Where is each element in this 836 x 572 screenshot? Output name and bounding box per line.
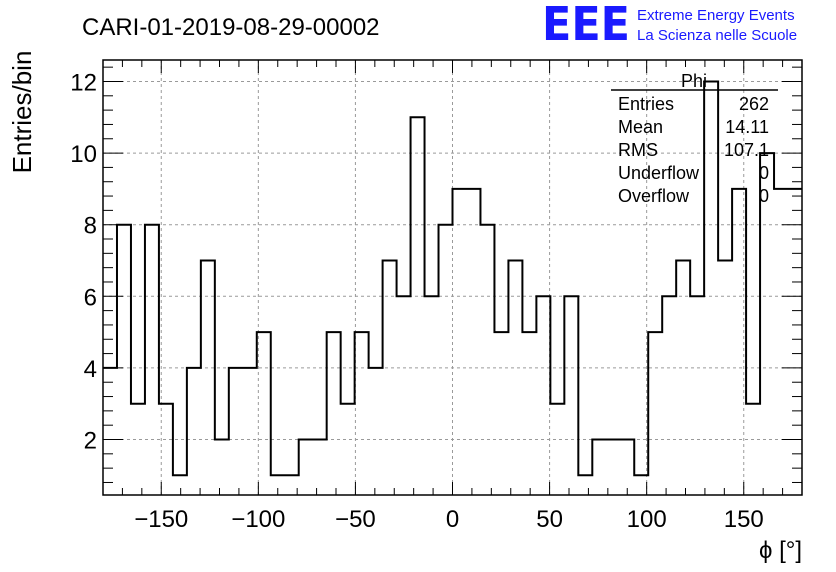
histogram-bin — [341, 404, 355, 495]
histogram-bin — [453, 189, 467, 495]
x-tick-label: 100 — [627, 506, 667, 533]
stats-label: Underflow — [618, 163, 700, 183]
stats-value: 0 — [759, 186, 769, 206]
y-axis-label: Entries/bin — [7, 51, 37, 174]
histogram-bin — [732, 189, 746, 495]
stats-label: RMS — [618, 140, 658, 160]
histogram-bin — [369, 368, 383, 495]
tick-marks — [102, 60, 803, 495]
histogram-bin — [690, 296, 704, 495]
tick-labels: −150 −100 −50 0 50 100 150 2 4 6 8 10 12 — [70, 69, 763, 533]
histogram-series — [103, 80, 802, 495]
histogram-bin — [103, 368, 117, 495]
stats-label: Overflow — [618, 186, 690, 206]
histogram-bin — [578, 475, 592, 495]
y-tick-label: 2 — [84, 428, 97, 455]
eee-logo: EEE Extreme Energy Events La Scienza nel… — [542, 0, 797, 51]
histogram-bin — [299, 440, 313, 495]
stats-title: Phi — [681, 71, 707, 91]
stats-value: 0 — [759, 163, 769, 183]
y-tick-label: 4 — [84, 356, 97, 383]
histogram-bin — [508, 260, 522, 495]
chart-title: CARI-01-2019-08-29-00002 — [82, 14, 380, 41]
x-tick-label: 50 — [536, 506, 563, 533]
grid-lines — [103, 60, 802, 495]
histogram-bin — [662, 296, 676, 495]
histogram-bin — [620, 440, 634, 495]
histogram-bin — [243, 368, 257, 495]
stats-label: Entries — [618, 94, 674, 114]
histogram-bin — [606, 440, 620, 495]
histogram-outline — [103, 80, 802, 477]
histogram-bin — [494, 332, 508, 495]
stats-box: Phi Entries 262 Mean 14.11 RMS 107.1 Underflow… — [611, 71, 778, 206]
histogram-bin — [480, 225, 494, 495]
y-tick-label: 8 — [84, 213, 97, 240]
x-tick-label: 0 — [446, 506, 459, 533]
stats-value: 262 — [739, 94, 769, 114]
histogram-bin — [173, 475, 187, 495]
histogram-bin — [704, 81, 718, 495]
histogram-bin — [425, 296, 439, 495]
logo-line-1: Extreme Energy Events — [637, 7, 795, 24]
histogram-bin — [536, 296, 550, 495]
logo-mark: EEE — [542, 0, 630, 51]
histogram-bin — [131, 404, 145, 495]
histogram-bin — [327, 332, 341, 495]
histogram-bin — [355, 332, 369, 495]
x-tick-label: −100 — [231, 506, 285, 533]
histogram-bin — [564, 296, 578, 495]
y-tick-label: 12 — [70, 69, 97, 96]
histogram-bin — [676, 260, 690, 495]
histogram-bin — [257, 332, 271, 495]
histogram-bin — [746, 404, 760, 495]
histogram-bin — [439, 225, 453, 495]
x-tick-label: 150 — [724, 506, 764, 533]
histogram-bin — [592, 440, 606, 495]
histogram-bin — [718, 260, 732, 495]
histogram-bin — [550, 404, 564, 495]
histogram-bin — [159, 404, 173, 495]
histogram-bin — [201, 260, 215, 495]
histogram-bin — [313, 440, 327, 495]
x-tick-label: −150 — [134, 506, 188, 533]
histogram-bin — [648, 332, 662, 495]
y-tick-label: 6 — [84, 284, 97, 311]
histogram-bin — [187, 368, 201, 495]
histogram-bin — [145, 225, 159, 495]
stats-label: Mean — [618, 117, 663, 137]
y-tick-label: 10 — [70, 141, 97, 168]
histogram-bin — [411, 117, 425, 495]
stats-value: 107.1 — [724, 140, 769, 160]
x-axis-label: ϕ [°] — [759, 537, 802, 564]
histogram-bin — [522, 332, 536, 495]
x-tick-label: −50 — [335, 506, 376, 533]
histogram-bin — [215, 440, 229, 495]
histogram-bin — [229, 368, 243, 495]
histogram-bin — [117, 225, 131, 495]
stats-value: 14.11 — [725, 117, 769, 137]
histogram-bin — [788, 189, 802, 495]
histogram-bin — [466, 189, 480, 495]
histogram-bin — [397, 296, 411, 495]
histogram-bin — [634, 475, 648, 495]
histogram-bin — [285, 475, 299, 495]
logo-line-2: La Scienza nelle Scuole — [637, 27, 797, 44]
histogram-bin — [383, 260, 397, 495]
histogram-bin — [774, 189, 788, 495]
